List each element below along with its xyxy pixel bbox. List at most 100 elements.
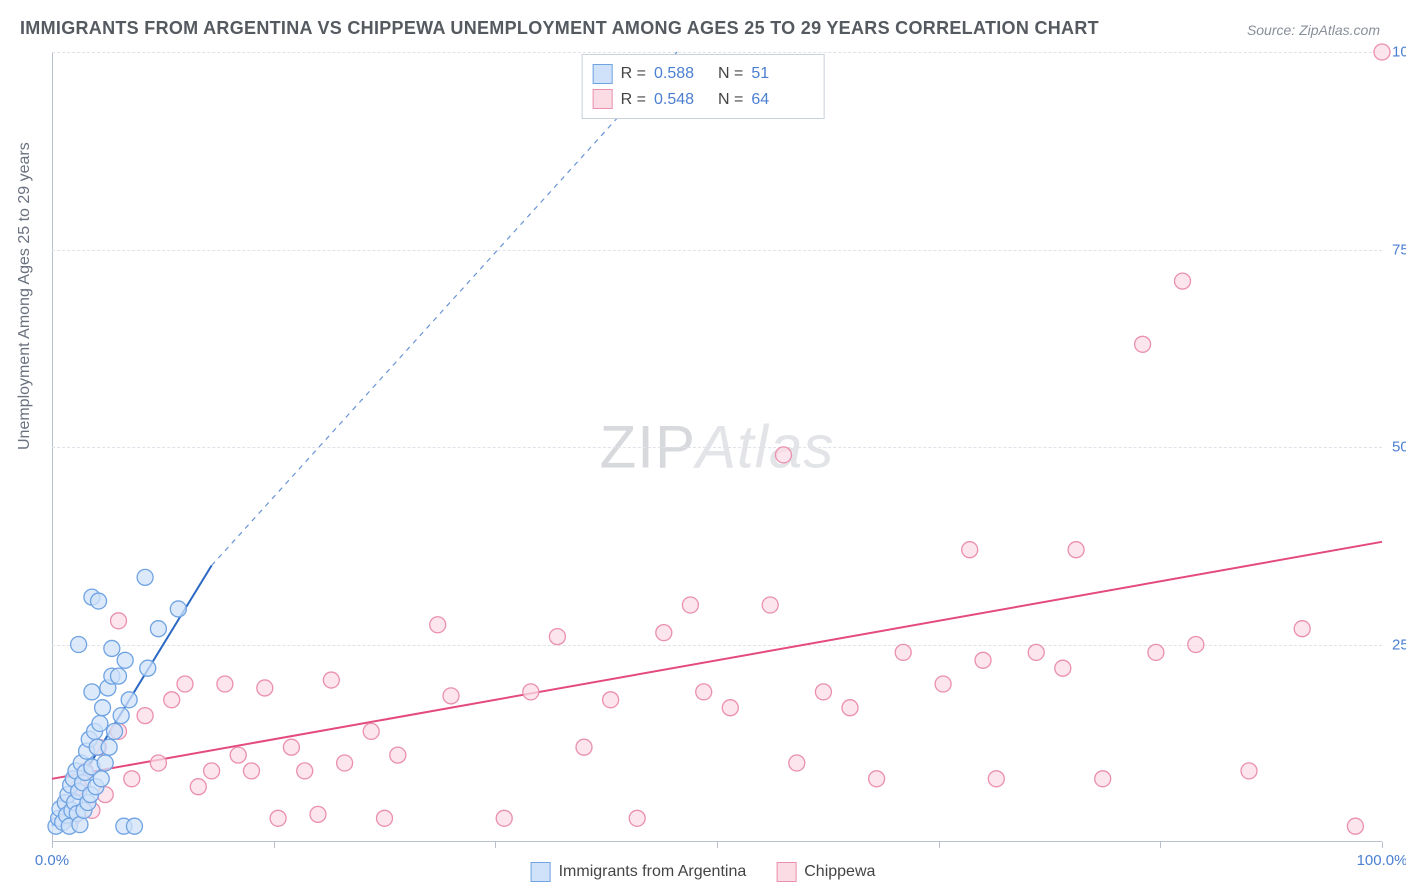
point-chippewa: [204, 763, 220, 779]
point-chippewa: [323, 672, 339, 688]
legend-label-argentina: Immigrants from Argentina: [559, 863, 747, 881]
point-chippewa: [150, 755, 166, 771]
n-label: N =: [718, 87, 743, 113]
series-legend: Immigrants from Argentina Chippewa: [531, 862, 876, 882]
point-chippewa: [776, 447, 792, 463]
point-chippewa: [230, 747, 246, 763]
point-chippewa: [111, 613, 127, 629]
point-argentina: [71, 637, 87, 653]
point-chippewa: [377, 810, 393, 826]
x-tick: [1382, 842, 1383, 848]
point-chippewa: [975, 652, 991, 668]
point-chippewa: [789, 755, 805, 771]
point-chippewa: [124, 771, 140, 787]
x-tick: [495, 842, 496, 848]
point-argentina: [137, 569, 153, 585]
swatch-argentina: [531, 862, 551, 882]
x-tick: [717, 842, 718, 848]
n-value-chippewa: 64: [751, 87, 807, 113]
point-chippewa: [190, 779, 206, 795]
chart-title: IMMIGRANTS FROM ARGENTINA VS CHIPPEWA UN…: [20, 18, 1099, 39]
point-chippewa: [430, 617, 446, 633]
point-argentina: [117, 652, 133, 668]
point-chippewa: [1294, 621, 1310, 637]
chart-plot-area: ZIPAtlas 25.0%50.0%75.0%100.0%0.0%100.0%: [52, 52, 1382, 842]
r-value-argentina: 0.588: [654, 61, 710, 87]
legend-item-chippewa: Chippewa: [776, 862, 875, 882]
point-chippewa: [815, 684, 831, 700]
point-chippewa: [549, 629, 565, 645]
point-argentina: [95, 700, 111, 716]
trendline-chippewa: [52, 542, 1382, 779]
y-tick-label: 25.0%: [1392, 636, 1406, 653]
point-chippewa: [1095, 771, 1111, 787]
point-chippewa: [842, 700, 858, 716]
point-chippewa: [270, 810, 286, 826]
point-chippewa: [363, 723, 379, 739]
point-chippewa: [177, 676, 193, 692]
point-argentina: [121, 692, 137, 708]
point-chippewa: [1028, 644, 1044, 660]
swatch-argentina: [593, 64, 613, 84]
y-tick-label: 50.0%: [1392, 439, 1406, 456]
point-chippewa: [297, 763, 313, 779]
n-value-argentina: 51: [751, 61, 807, 87]
point-argentina: [92, 716, 108, 732]
point-chippewa: [164, 692, 180, 708]
stats-row-chippewa: R = 0.548 N = 64: [593, 87, 808, 113]
legend-label-chippewa: Chippewa: [804, 863, 875, 881]
point-chippewa: [935, 676, 951, 692]
point-chippewa: [244, 763, 260, 779]
point-chippewa: [523, 684, 539, 700]
point-argentina: [113, 708, 129, 724]
y-tick-label: 75.0%: [1392, 241, 1406, 258]
point-chippewa: [390, 747, 406, 763]
point-chippewa: [722, 700, 738, 716]
point-chippewa: [576, 739, 592, 755]
point-chippewa: [1135, 336, 1151, 352]
point-chippewa: [443, 688, 459, 704]
x-tick: [52, 842, 53, 848]
point-chippewa: [1374, 44, 1390, 60]
point-chippewa: [1347, 818, 1363, 834]
stats-legend: R = 0.588 N = 51 R = 0.548 N = 64: [582, 54, 825, 119]
point-argentina: [97, 755, 113, 771]
point-chippewa: [496, 810, 512, 826]
trendline-argentina-extrapolated: [212, 52, 677, 566]
point-argentina: [126, 818, 142, 834]
point-argentina: [104, 640, 120, 656]
point-chippewa: [962, 542, 978, 558]
x-tick-label: 100.0%: [1357, 852, 1406, 869]
x-tick-label: 0.0%: [35, 852, 69, 869]
point-argentina: [93, 771, 109, 787]
x-tick: [274, 842, 275, 848]
point-chippewa: [1068, 542, 1084, 558]
point-chippewa: [1188, 637, 1204, 653]
stats-row-argentina: R = 0.588 N = 51: [593, 61, 808, 87]
point-argentina: [72, 817, 88, 833]
point-chippewa: [696, 684, 712, 700]
point-argentina: [150, 621, 166, 637]
point-argentina: [140, 660, 156, 676]
point-argentina: [170, 601, 186, 617]
point-chippewa: [869, 771, 885, 787]
point-chippewa: [629, 810, 645, 826]
point-chippewa: [337, 755, 353, 771]
point-chippewa: [1148, 644, 1164, 660]
point-argentina: [101, 739, 117, 755]
legend-item-argentina: Immigrants from Argentina: [531, 862, 747, 882]
y-tick-label: 100.0%: [1392, 44, 1406, 61]
source-attribution: Source: ZipAtlas.com: [1247, 22, 1380, 38]
point-chippewa: [217, 676, 233, 692]
n-label: N =: [718, 61, 743, 87]
point-chippewa: [1055, 660, 1071, 676]
point-chippewa: [656, 625, 672, 641]
r-label: R =: [621, 87, 646, 113]
point-chippewa: [137, 708, 153, 724]
point-argentina: [107, 723, 123, 739]
point-chippewa: [603, 692, 619, 708]
r-label: R =: [621, 61, 646, 87]
point-chippewa: [257, 680, 273, 696]
point-chippewa: [762, 597, 778, 613]
x-tick: [1160, 842, 1161, 848]
